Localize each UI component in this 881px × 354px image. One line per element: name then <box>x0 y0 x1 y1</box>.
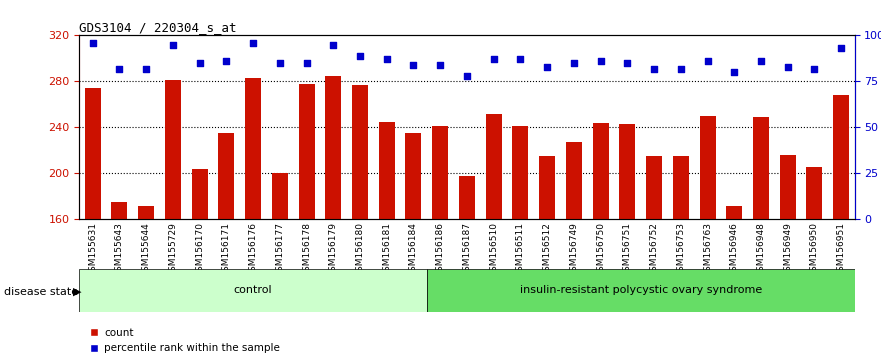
Bar <box>593 123 609 354</box>
Point <box>353 53 367 58</box>
Text: GSM156749: GSM156749 <box>569 222 578 277</box>
Point <box>647 66 661 72</box>
Text: ▶: ▶ <box>73 287 82 297</box>
Bar <box>245 78 261 354</box>
Text: GSM156511: GSM156511 <box>516 222 525 277</box>
Text: GSM156187: GSM156187 <box>463 222 471 277</box>
FancyBboxPatch shape <box>79 269 426 312</box>
Point <box>727 69 741 75</box>
Bar <box>700 116 715 354</box>
Text: GSM156750: GSM156750 <box>596 222 605 277</box>
Point <box>674 66 688 72</box>
Text: GSM156949: GSM156949 <box>783 222 792 277</box>
Bar <box>138 206 154 354</box>
Bar <box>753 117 769 354</box>
Bar <box>165 80 181 354</box>
Text: GSM156948: GSM156948 <box>757 222 766 277</box>
Bar <box>405 133 421 354</box>
Bar <box>539 156 555 354</box>
Text: GSM156181: GSM156181 <box>382 222 391 277</box>
Bar <box>111 202 128 354</box>
Legend: count, percentile rank within the sample: count, percentile rank within the sample <box>85 324 285 354</box>
Point <box>620 60 634 66</box>
Point <box>139 66 153 72</box>
Text: GSM155631: GSM155631 <box>88 222 97 277</box>
Bar <box>459 176 475 354</box>
Point <box>781 64 795 69</box>
Bar <box>806 166 823 354</box>
Text: GSM156753: GSM156753 <box>677 222 685 277</box>
Point <box>166 42 180 47</box>
Point <box>594 58 608 64</box>
Text: GSM156512: GSM156512 <box>543 222 552 277</box>
Bar <box>352 85 368 354</box>
Point <box>85 40 100 46</box>
Bar <box>619 124 635 354</box>
Bar <box>299 84 315 354</box>
Point <box>807 66 821 72</box>
Bar <box>325 76 341 354</box>
FancyBboxPatch shape <box>426 269 855 312</box>
Bar <box>433 126 448 354</box>
Point <box>219 58 233 64</box>
Point <box>433 62 448 68</box>
Bar <box>218 133 234 354</box>
Point <box>540 64 554 69</box>
Bar <box>780 155 796 354</box>
Text: GSM156946: GSM156946 <box>729 222 739 277</box>
Text: GSM156177: GSM156177 <box>275 222 285 277</box>
Text: insulin-resistant polycystic ovary syndrome: insulin-resistant polycystic ovary syndr… <box>520 285 762 295</box>
Point <box>460 73 474 79</box>
Text: GSM156176: GSM156176 <box>248 222 257 277</box>
Text: GSM156951: GSM156951 <box>837 222 846 277</box>
Point <box>406 62 420 68</box>
Point <box>380 57 394 62</box>
Text: GSM156752: GSM156752 <box>649 222 659 277</box>
Bar <box>673 156 689 354</box>
Text: GSM156178: GSM156178 <box>302 222 311 277</box>
Point <box>514 57 528 62</box>
Text: GSM156180: GSM156180 <box>356 222 365 277</box>
Text: GDS3104 / 220304_s_at: GDS3104 / 220304_s_at <box>79 21 237 34</box>
Text: GSM156751: GSM156751 <box>623 222 632 277</box>
Bar <box>379 122 395 354</box>
Bar <box>485 114 501 354</box>
Point <box>700 58 714 64</box>
Text: GSM156179: GSM156179 <box>329 222 337 277</box>
Point <box>566 60 581 66</box>
Text: GSM155643: GSM155643 <box>115 222 124 277</box>
Text: GSM155729: GSM155729 <box>168 222 177 277</box>
Point <box>273 60 287 66</box>
Text: GSM156184: GSM156184 <box>409 222 418 277</box>
Point <box>246 40 260 46</box>
Bar <box>85 88 100 354</box>
Text: GSM156170: GSM156170 <box>195 222 204 277</box>
Bar <box>726 206 743 354</box>
Point <box>300 60 314 66</box>
Bar <box>513 126 529 354</box>
Text: GSM156763: GSM156763 <box>703 222 712 277</box>
Text: disease state: disease state <box>4 287 78 297</box>
Point <box>754 58 768 64</box>
Point <box>193 60 207 66</box>
Bar <box>191 169 208 354</box>
Text: GSM156510: GSM156510 <box>489 222 498 277</box>
Text: GSM156950: GSM156950 <box>810 222 819 277</box>
Bar <box>646 156 663 354</box>
Text: GSM155644: GSM155644 <box>142 222 151 277</box>
Point <box>486 57 500 62</box>
Point <box>326 42 340 47</box>
Bar <box>833 95 849 354</box>
Point <box>834 45 848 51</box>
Bar <box>566 142 581 354</box>
Text: GSM156171: GSM156171 <box>222 222 231 277</box>
Text: control: control <box>233 285 272 295</box>
Text: GSM156186: GSM156186 <box>436 222 445 277</box>
Bar <box>271 173 288 354</box>
Point <box>113 66 127 72</box>
